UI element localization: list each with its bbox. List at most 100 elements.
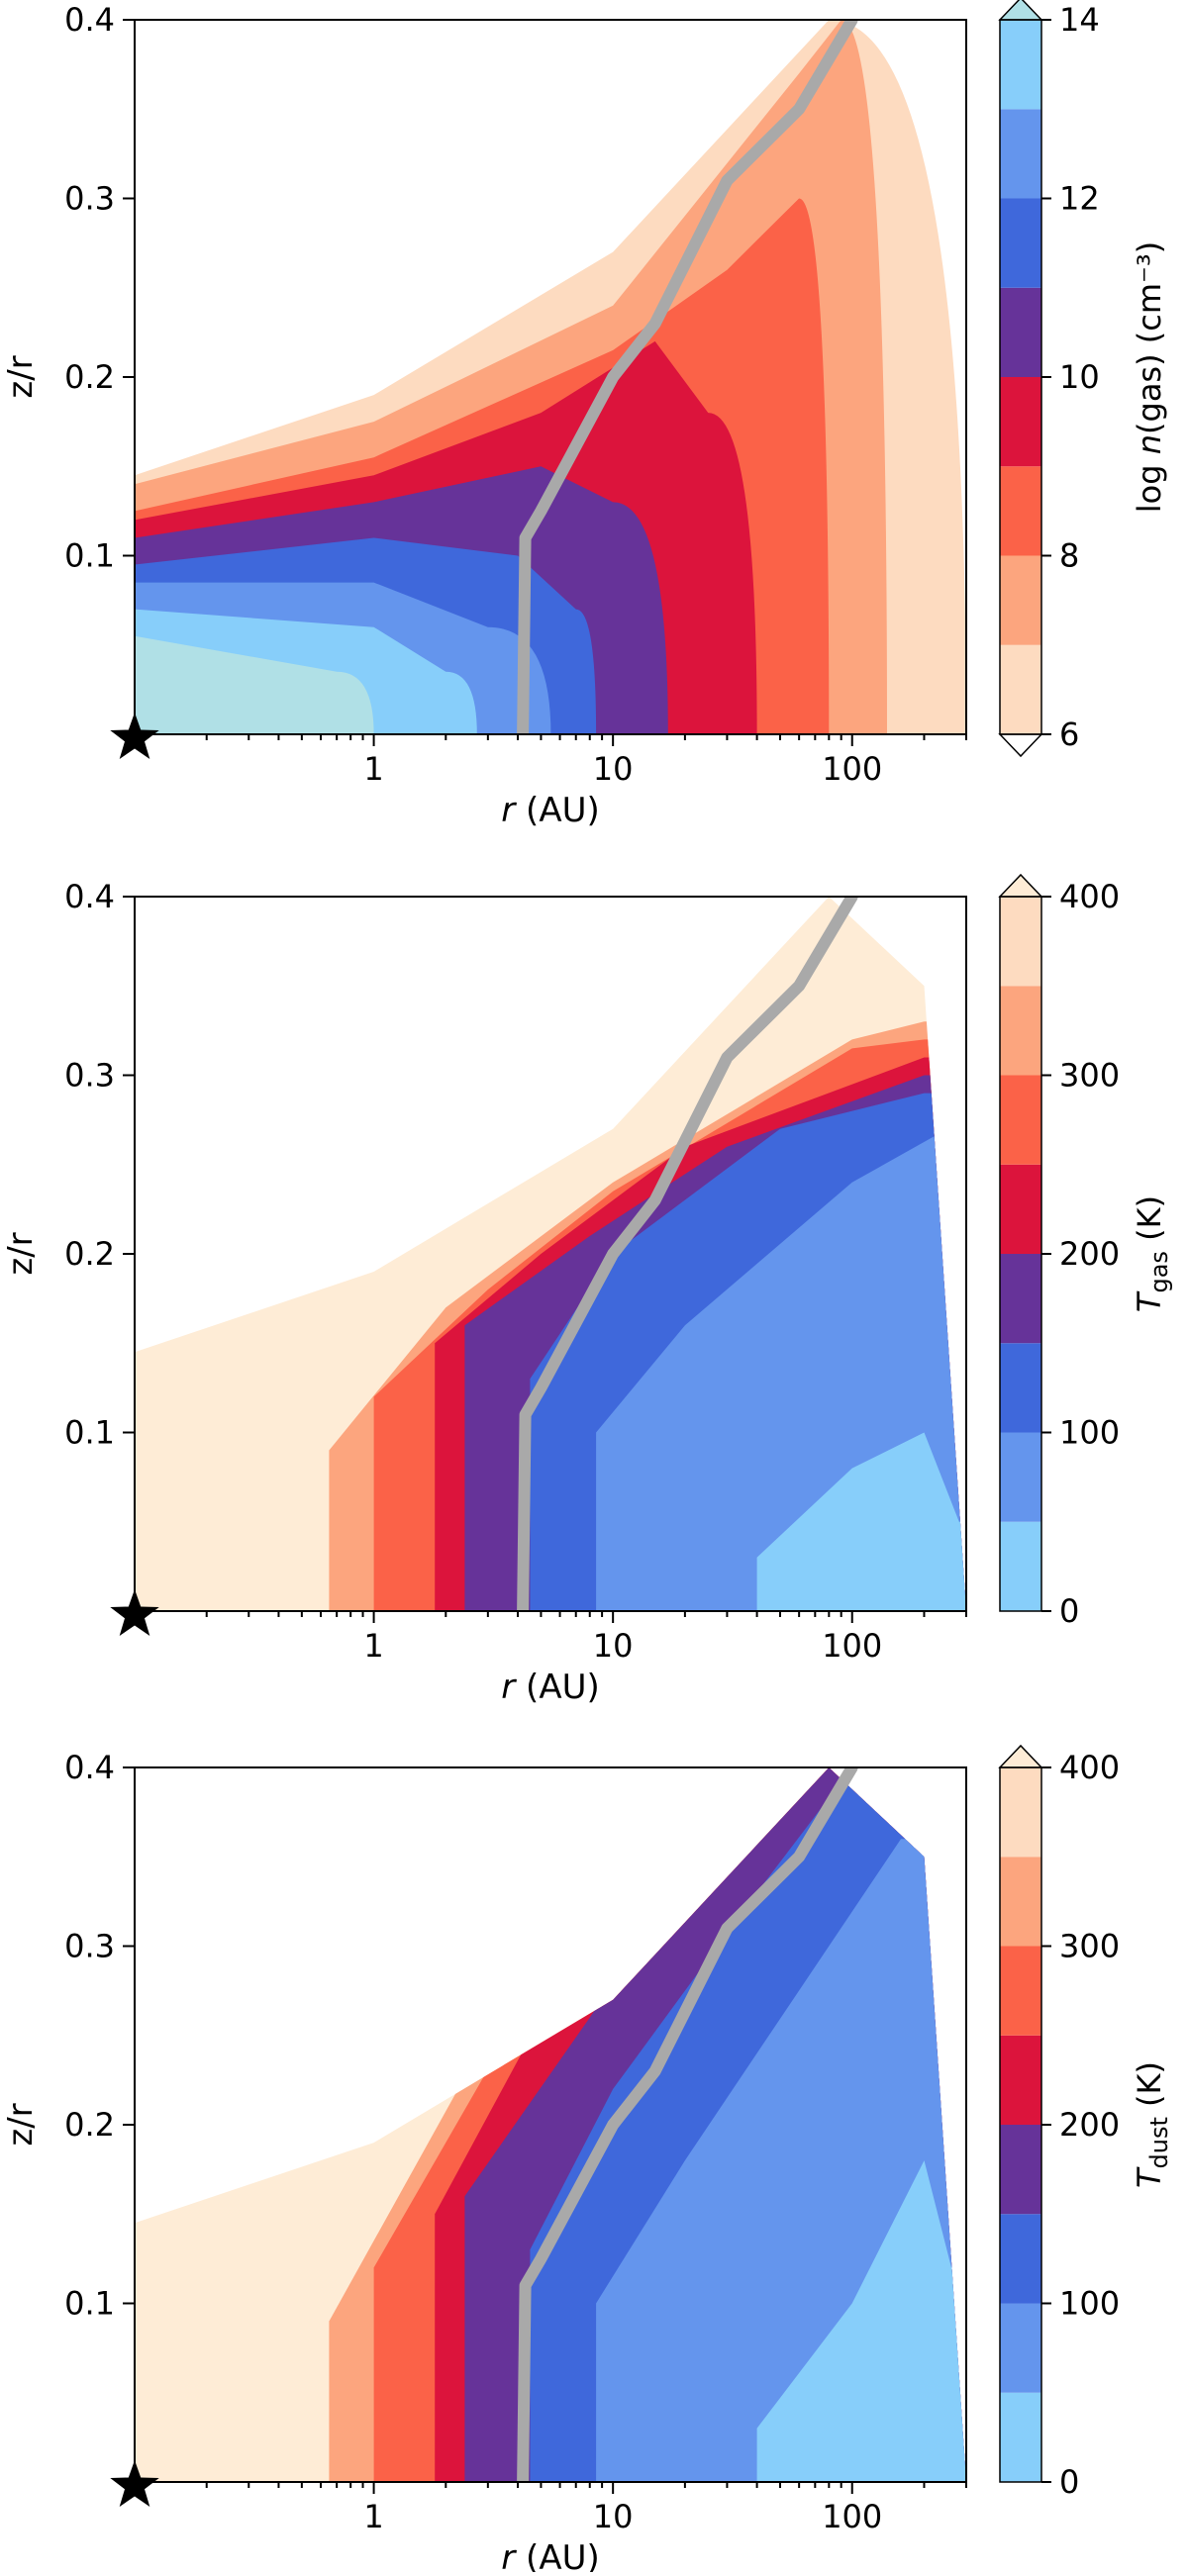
colorbar-extend-max [998, 0, 1043, 21]
colorbar-tick-label: 300 [1059, 1928, 1120, 1965]
colorbar-segment [1000, 555, 1041, 645]
colorbar-extend-min [998, 733, 1043, 758]
colorbar-segment [1000, 2214, 1041, 2304]
x-ticks: 1 10 100 [134, 1611, 967, 1665]
colorbar-segment [1000, 1164, 1041, 1254]
x-axis-label: r (AU) [501, 2538, 599, 2572]
colorbar-segment [1000, 897, 1041, 987]
colorbar-segment [1000, 1946, 1041, 2036]
colorbar-tick-label: 200 [1059, 2106, 1120, 2144]
gray-line [517, 1767, 858, 2482]
colorbar: 6 8 10 12 14 log n(gas) (cm⁻³) [998, 0, 1168, 758]
colorbar: 0 100 200 300 400 Tgas (K) [998, 873, 1173, 1630]
colorbar-tick-label: 14 [1059, 1, 1100, 39]
colorbar-extend-max [998, 1744, 1043, 1768]
colorbar-segment [1000, 2035, 1041, 2125]
x-tick-label: 10 [593, 750, 634, 788]
star-icon [110, 1589, 159, 1636]
colorbar-label: log n(gas) (cm⁻³) [1131, 241, 1168, 513]
y-tick-label: 0.3 [64, 180, 115, 218]
gray-line-layer [517, 1767, 858, 2482]
y-ticks: 0.1 0.2 0.3 0.4 [64, 878, 135, 1452]
colorbar-tick-label: 0 [1059, 2463, 1079, 2501]
colorbar-tick-label: 8 [1059, 537, 1079, 575]
x-tick-label: 100 [822, 750, 882, 788]
colorbar-tick-label: 400 [1059, 878, 1120, 915]
y-ticks: 0.1 0.2 0.3 0.4 [64, 1749, 135, 2323]
star-icon [110, 713, 159, 759]
colorbar-tick-label: 200 [1059, 1235, 1120, 1273]
colorbar-segment [1000, 109, 1041, 199]
colorbar-tick-label: 6 [1059, 716, 1079, 753]
x-axis-label: r (AU) [501, 791, 599, 830]
y-tick-label: 0.3 [64, 1057, 115, 1095]
colorbar-label: Tgas (K) [1131, 1195, 1173, 1312]
colorbar: 0 100 200 300 400 Tdust (K) [998, 1744, 1173, 2501]
panel-gas-density: 1 10 100 0.1 0.2 0.3 0.4 r (AU) z/r 6 8 10 12 14 l… [1, 0, 1168, 830]
gray-line-layer [517, 20, 858, 734]
colorbar-segment [1000, 1343, 1041, 1433]
colorbar-segment [1000, 1767, 1041, 1858]
panel-gas-temperature: 1 10 100 0.1 0.2 0.3 0.4 r (AU) z/r 0 100 200 30… [1, 873, 1173, 1707]
y-axis-label: z/r [1, 2103, 41, 2146]
plot-area: 1 10 100 0.1 0.2 0.3 0.4 r (AU) z/r [1, 1, 967, 830]
colorbar-segment [1000, 644, 1041, 734]
gray-line-layer [517, 897, 858, 1611]
y-tick-label: 0.1 [64, 2285, 115, 2323]
colorbar-segment [1000, 1521, 1041, 1611]
x-tick-label: 100 [822, 2498, 882, 2535]
x-tick-label: 1 [363, 1627, 383, 1665]
panel-dust-temperature: 1 10 100 0.1 0.2 0.3 0.4 r (AU) z/r 0 100 200 30… [1, 1744, 1173, 2576]
x-tick-label: 10 [593, 1627, 634, 1665]
x-axis-label: r (AU) [501, 1668, 599, 1707]
colorbar-tick-label: 12 [1059, 180, 1100, 218]
y-tick-label: 0.4 [64, 878, 115, 915]
colorbar-segment [1000, 20, 1041, 110]
colorbar-segment [1000, 287, 1041, 377]
y-tick-label: 0.1 [64, 1414, 115, 1452]
y-ticks: 0.1 0.2 0.3 0.4 [64, 1, 135, 575]
colorbar-segment [1000, 1254, 1041, 1344]
colorbar-label: Tdust (K) [1131, 2061, 1173, 2188]
colorbar-segment [1000, 1857, 1041, 1947]
colorbar-segment [1000, 377, 1041, 467]
x-tick-label: 10 [593, 2498, 634, 2535]
colorbar-tick-label: 0 [1059, 1592, 1079, 1630]
gray-line [517, 897, 858, 1611]
colorbar-tick-label: 100 [1059, 1414, 1120, 1452]
colorbar-segment [1000, 986, 1041, 1076]
colorbar-extend-max [998, 873, 1043, 898]
y-tick-label: 0.3 [64, 1928, 115, 1965]
colorbar-segment [1000, 2392, 1041, 2482]
colorbar-tick-label: 100 [1059, 2285, 1120, 2323]
colorbar-segment [1000, 1075, 1041, 1165]
plot-area: 1 10 100 0.1 0.2 0.3 0.4 r (AU) z/r [1, 1749, 967, 2576]
x-tick-label: 100 [822, 1627, 882, 1665]
colorbar-tick-label: 300 [1059, 1057, 1120, 1095]
contour-fills [135, 897, 966, 1611]
y-tick-label: 0.4 [64, 1, 115, 39]
y-axis-label: z/r [1, 1232, 41, 1275]
gray-line [517, 20, 858, 734]
x-ticks: 1 10 100 [134, 734, 967, 788]
y-tick-label: 0.4 [64, 1749, 115, 1786]
y-tick-label: 0.2 [64, 358, 115, 396]
contour-region [756, 2160, 966, 2482]
y-tick-label: 0.2 [64, 2106, 115, 2144]
colorbar-segment [1000, 466, 1041, 556]
colorbar-segment [1000, 2303, 1041, 2393]
colorbar-tick-label: 10 [1059, 358, 1100, 396]
y-tick-label: 0.2 [64, 1235, 115, 1273]
plot-area: 1 10 100 0.1 0.2 0.3 0.4 r (AU) z/r [1, 878, 967, 1707]
contour-fills [135, 1767, 966, 2482]
colorbar-segment [1000, 2125, 1041, 2215]
star-icon [110, 2460, 159, 2507]
contour-region [756, 1432, 966, 1611]
x-tick-label: 1 [363, 2498, 383, 2535]
contour-fills [135, 20, 966, 734]
y-axis-label: z/r [1, 355, 41, 398]
x-tick-label: 1 [363, 750, 383, 788]
colorbar-segment [1000, 198, 1041, 288]
contour-region [135, 635, 374, 734]
